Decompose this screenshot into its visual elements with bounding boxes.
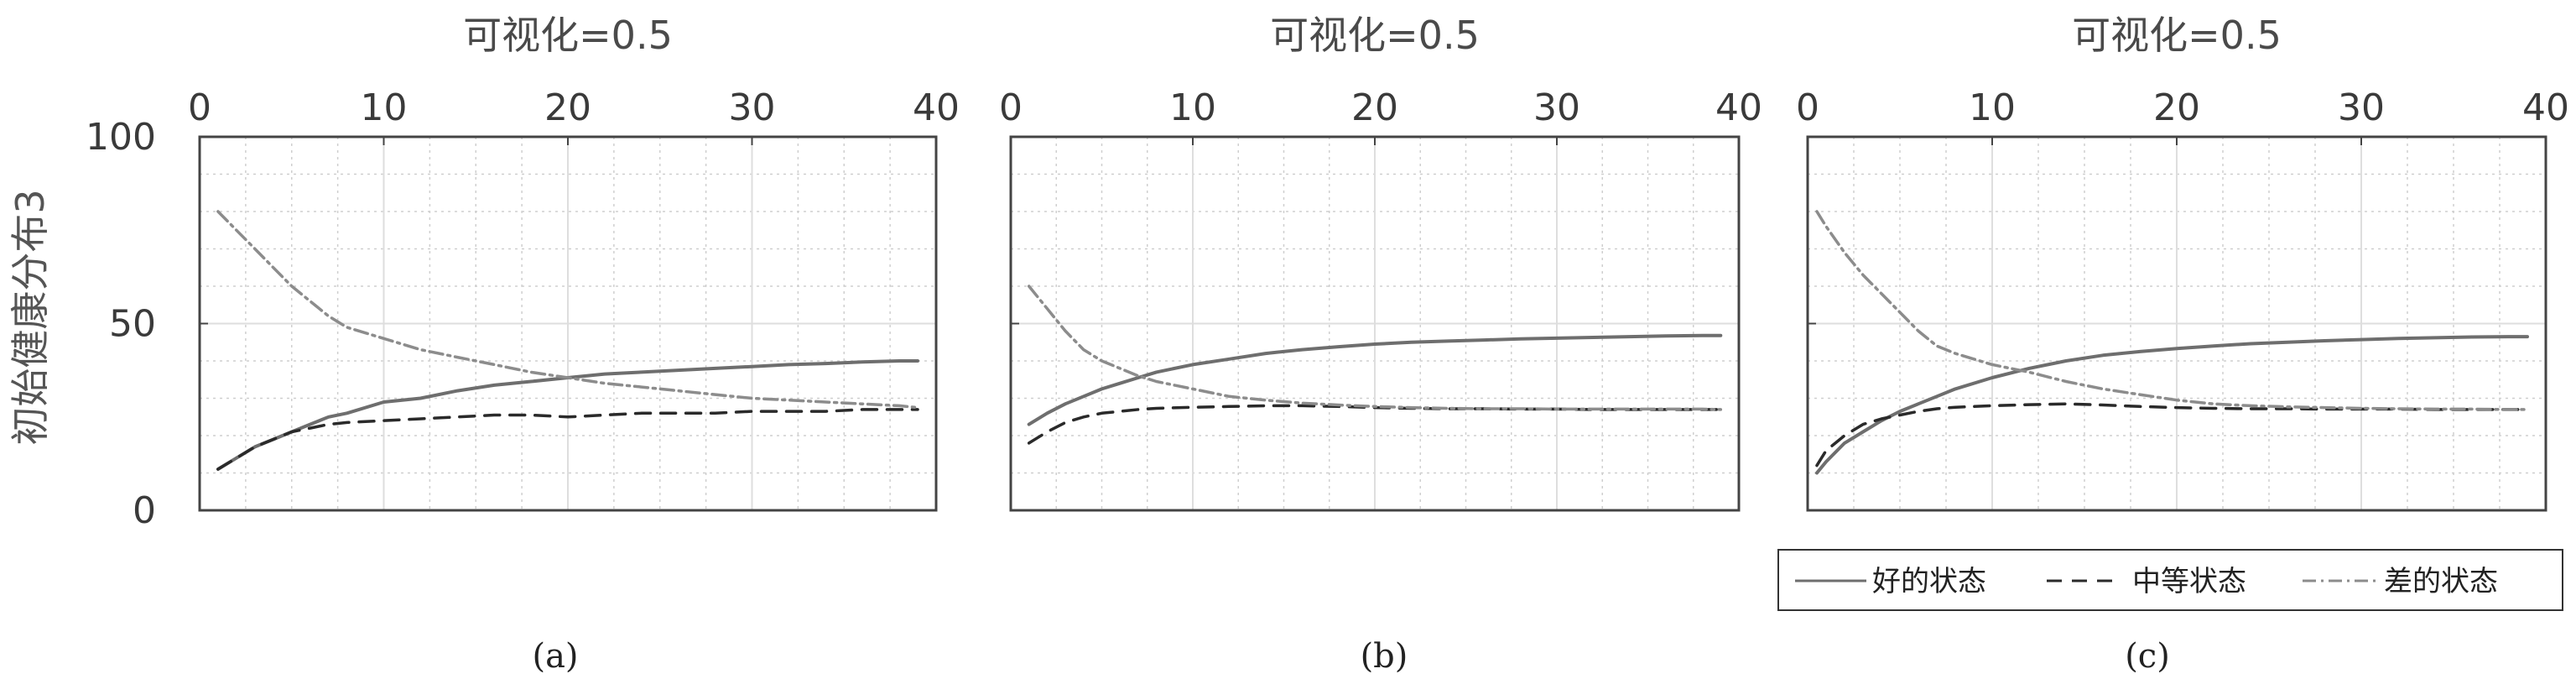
x-tick-label: 10 xyxy=(1969,86,2016,129)
panel-label-b: (b) xyxy=(1361,637,1408,676)
x-tick-label: 20 xyxy=(544,86,591,129)
legend-label-medium: 中等状态 xyxy=(2132,565,2246,598)
series-line-medium xyxy=(1815,402,2529,468)
y-tick-label: 100 xyxy=(86,116,156,159)
y-tick-label: 50 xyxy=(109,303,156,346)
series-line-good xyxy=(1815,335,2529,475)
panel-1: 0 10 20 30 40 0 50 100 可视化=0.5 xyxy=(86,13,960,532)
chart-title: 可视化=0.5 xyxy=(2072,13,2282,58)
series-line-medium xyxy=(1027,404,1723,445)
series-line-medium xyxy=(216,408,919,471)
x-tick-label: 30 xyxy=(2338,86,2385,129)
x-tick-label: 40 xyxy=(1715,86,1762,129)
x-tick-label: 0 xyxy=(1796,86,1819,129)
x-tick-label: 0 xyxy=(999,86,1023,129)
y-axis-label: 初始健康分布3 xyxy=(8,189,53,445)
legend-box xyxy=(1777,549,2563,611)
series-line-poor xyxy=(216,210,919,410)
panel-2: 0 10 20 30 40 可视化=0.5 xyxy=(999,13,1762,512)
series-line-poor xyxy=(1027,285,1723,411)
x-tick-label: 10 xyxy=(1169,86,1216,129)
x-tick-label: 30 xyxy=(1533,86,1580,129)
legend-label-poor: 差的状态 xyxy=(2384,565,2498,598)
x-tick-label: 40 xyxy=(2522,86,2569,129)
x-tick-label: 40 xyxy=(913,86,960,129)
x-tick-label: 20 xyxy=(2153,86,2200,129)
legend-label-good: 好的状态 xyxy=(1872,565,1986,598)
panel-label-a: (a) xyxy=(532,637,578,676)
chart-title: 可视化=0.5 xyxy=(1270,13,1480,58)
series-line-poor xyxy=(1815,210,2529,411)
legend: 好的状态 中等状态 差的状态 xyxy=(1777,549,2563,611)
x-tick-label: 20 xyxy=(1351,86,1398,129)
chart-title: 可视化=0.5 xyxy=(463,13,673,58)
panel-label-c: (c) xyxy=(2125,637,2170,676)
panel-3: 0 10 20 30 40 可视化=0.5 xyxy=(1796,13,2569,512)
x-tick-label: 30 xyxy=(729,86,776,129)
x-tick-label: 10 xyxy=(361,86,408,129)
x-tick-label: 0 xyxy=(188,86,211,129)
series-line-good xyxy=(1027,333,1723,426)
panels: 0 10 20 30 40 0 50 100 可视化=0.5 0 10 20 30 40 可视化=0.5 0 1… xyxy=(86,13,2569,532)
y-tick-label: 0 xyxy=(133,489,156,532)
